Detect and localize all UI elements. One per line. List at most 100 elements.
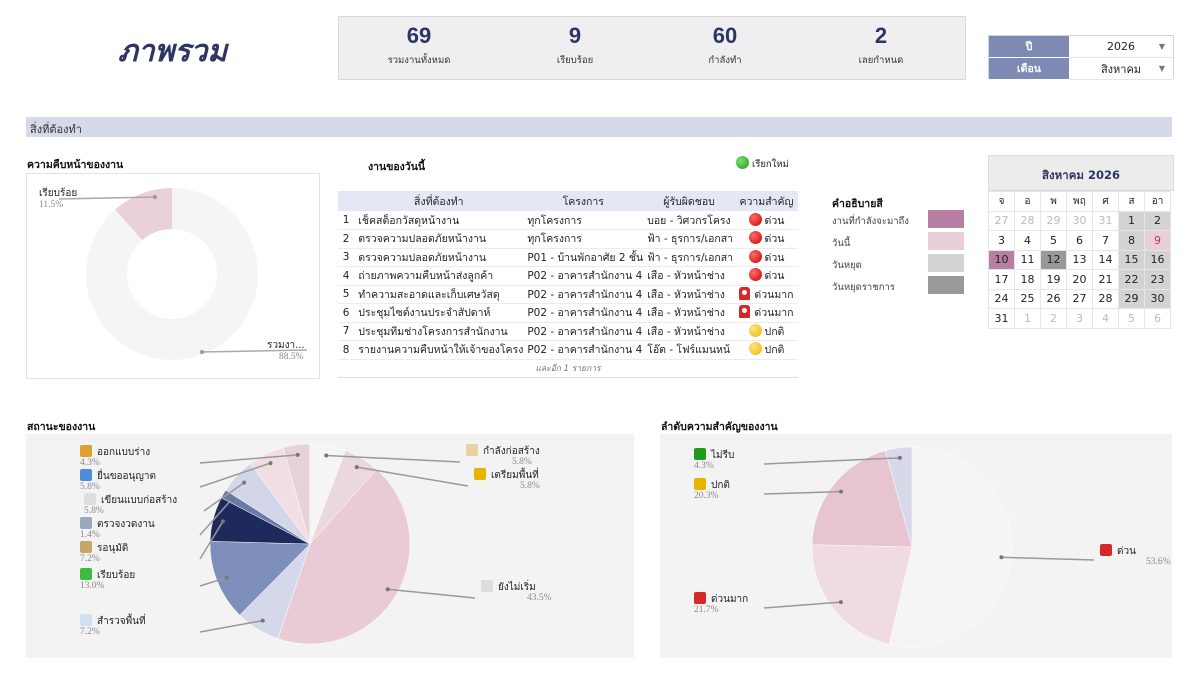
slice-label: ไม่รีบ	[694, 448, 734, 463]
green-circle-icon	[736, 156, 749, 169]
cell-owner: ฟ้า - ธุรการ/เอกสา	[643, 248, 735, 267]
calendar-day[interactable]: 30	[1066, 210, 1093, 231]
cell-priority: ด่วน	[734, 248, 798, 267]
calendar-day[interactable]: 27	[988, 210, 1015, 231]
table-row[interactable]: 4 ถ่ายภาพความคืบหน้าส่งลูกค้า P02 - อาคารส…	[338, 266, 798, 286]
calendar-day[interactable]: 28	[1014, 210, 1041, 231]
cell-project: P02 - อาคารสำนักงาน 4	[523, 285, 644, 304]
leader-dot	[324, 453, 329, 458]
calendar-day[interactable]: 11	[1014, 249, 1041, 270]
calendar-day[interactable]: 7	[1092, 230, 1119, 251]
weekday-header: อ	[1014, 191, 1041, 212]
year-select[interactable]: 2026 ▼	[1069, 36, 1173, 58]
calendar-day[interactable]: 4	[1092, 308, 1119, 329]
legend-item: วันหยุด	[832, 254, 966, 276]
slice-label: ด่วน	[1100, 544, 1136, 559]
cell-no: 1	[338, 211, 355, 230]
cell-project: P02 - อาคารสำนักงาน 4	[523, 340, 644, 360]
calendar-day[interactable]: 18	[1014, 269, 1041, 290]
calendar-day[interactable]: 26	[1040, 288, 1067, 309]
calendar-day[interactable]: 16	[1144, 249, 1171, 270]
green-circle-icon	[694, 448, 706, 460]
memo-icon	[84, 493, 96, 505]
refresh-button[interactable]: เรียกใหม่	[736, 156, 789, 172]
slice-label: ตรวจงวดงาน	[80, 517, 155, 532]
calendar-day[interactable]: 25	[1014, 288, 1041, 309]
kpi-panel: 69 รวมงานทั้งหมด 9 เรียบร้อย 60 กำลังทำ …	[338, 16, 966, 80]
table-row[interactable]: 7 ประชุมทีมช่างโครงการสำนักงาน P02 - อาคาร…	[338, 322, 798, 341]
calendar-day[interactable]: 19	[1040, 269, 1067, 290]
slice-label: ยังไม่เริ่ม	[481, 580, 536, 595]
kpi-value: 9	[568, 23, 582, 48]
calendar-day[interactable]: 3	[988, 230, 1015, 251]
calendar-day[interactable]: 29	[1118, 288, 1145, 309]
calendar-day[interactable]: 21	[1092, 269, 1119, 290]
table-row[interactable]: 2 ตรวจความปลอดภัยหน้างาน ทุกโครงการ ฟ้า - ธ…	[338, 229, 798, 249]
col-project: โครงการ	[523, 191, 644, 211]
calendar-day[interactable]: 6	[1144, 308, 1171, 329]
calendar-day[interactable]: 22	[1118, 269, 1145, 290]
calendar-day[interactable]: 17	[988, 269, 1015, 290]
weekday-header: จ	[988, 191, 1015, 212]
calendar-day[interactable]: 31	[1092, 210, 1119, 231]
table-row[interactable]: 8 รายงานความคืบหน้าให้เจ้าของโครง P02 - อา…	[338, 340, 798, 360]
cell-owner: เสือ - หัวหน้าช่าง	[643, 322, 735, 341]
legend-label: วันหยุด	[832, 259, 862, 271]
priority-label: ด่วน	[764, 251, 785, 264]
calendar-day[interactable]: 20	[1066, 269, 1093, 290]
calendar-day[interactable]: 24	[988, 288, 1015, 309]
leader-line	[199, 498, 233, 536]
slice-pct: 13.0%	[80, 581, 105, 591]
construction-barrier-icon	[474, 468, 486, 480]
leader-dot	[838, 600, 843, 605]
calendar-day[interactable]: 23	[1144, 269, 1171, 290]
table-row[interactable]: 5 ทำความสะอาดและเก็บเศษวัสดุ P02 - อาคารสำ…	[338, 285, 798, 304]
calendar-day[interactable]: 9	[1144, 230, 1171, 251]
calendar-day[interactable]: 28	[1092, 288, 1119, 309]
calendar-day[interactable]: 31	[988, 308, 1015, 329]
calendar-day[interactable]: 1	[1014, 308, 1041, 329]
section-band: สิ่งที่ต้องทำ	[26, 117, 1172, 137]
col-no	[338, 191, 355, 211]
calendar-day[interactable]: 5	[1040, 230, 1067, 251]
cell-task: ตรวจความปลอดภัยหน้างาน	[354, 229, 524, 249]
weekday-header: พ	[1040, 191, 1067, 212]
cell-owner: โอ๊ต - โฟร์แมนหน้	[643, 340, 735, 360]
calendar-day[interactable]: 8	[1118, 230, 1145, 251]
kpi-label: เลยกำหนด	[858, 55, 904, 66]
calendar-day[interactable]: 2	[1144, 210, 1171, 231]
priority-label: ด่วนมาก	[754, 307, 794, 320]
calendar-day[interactable]: 10	[988, 249, 1015, 270]
calendar-day[interactable]: 2	[1040, 308, 1067, 329]
calendar-day[interactable]: 27	[1066, 288, 1093, 309]
pie-slice	[811, 544, 913, 645]
leader-dot	[354, 465, 359, 470]
slice-pct: 4.3%	[694, 461, 714, 471]
weekday-header: อา	[1144, 191, 1171, 212]
leader-dot	[220, 519, 225, 524]
kpi-overdue: 2 เลยกำหนด	[801, 23, 961, 68]
table-row[interactable]: 3 ตรวจความปลอดภัยหน้างาน P01 - บ้านพักอาศั…	[338, 248, 798, 267]
calendar-day[interactable]: 29	[1040, 210, 1067, 231]
leader-line	[356, 466, 469, 487]
leader-line	[199, 454, 298, 464]
calendar-day[interactable]: 3	[1066, 308, 1093, 329]
calendar-day[interactable]: 13	[1066, 249, 1093, 270]
calendar-day[interactable]: 6	[1066, 230, 1093, 251]
table-row[interactable]: 1 เช็คสต็อกวัสดุหน้างาน ทุกโครงการ บอย - วิ…	[338, 211, 798, 230]
leader-dot	[224, 575, 229, 580]
calendar-day[interactable]: 15	[1118, 249, 1145, 270]
cell-priority: ปกติ	[734, 340, 798, 360]
calendar-day[interactable]: 14	[1092, 249, 1119, 270]
slice-name: รอนุมัติ	[97, 543, 129, 554]
calendar-day[interactable]: 30	[1144, 288, 1171, 309]
chevron-down-icon: ▼	[1158, 42, 1165, 51]
month-select[interactable]: สิงหาคม ▼	[1069, 58, 1173, 80]
date-filter: ปี 2026 ▼ เดือน สิงหาคม ▼	[988, 35, 1174, 80]
calendar-day[interactable]: 4	[1014, 230, 1041, 251]
calendar-day[interactable]: 5	[1118, 308, 1145, 329]
calendar-day[interactable]: 1	[1118, 210, 1145, 231]
calendar-day[interactable]: 12	[1040, 249, 1067, 270]
table-row[interactable]: 6 ประชุมไซต์งานประจำสัปดาห์ P02 - อาคารสำน…	[338, 303, 798, 323]
donut-hole	[127, 229, 217, 319]
